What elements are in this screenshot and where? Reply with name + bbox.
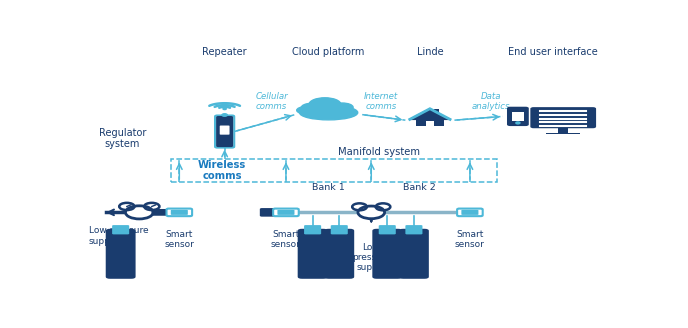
Text: Bank 1: Bank 1	[312, 183, 345, 192]
FancyBboxPatch shape	[457, 209, 483, 216]
Text: Wireless
comms: Wireless comms	[198, 160, 246, 181]
FancyBboxPatch shape	[530, 107, 596, 128]
Ellipse shape	[309, 98, 341, 111]
Text: Bank 2: Bank 2	[403, 183, 436, 192]
Bar	[513, 112, 524, 121]
FancyBboxPatch shape	[324, 229, 354, 279]
Text: Data
analytics: Data analytics	[472, 92, 510, 111]
FancyBboxPatch shape	[298, 229, 327, 279]
FancyBboxPatch shape	[106, 229, 136, 279]
Circle shape	[358, 206, 385, 219]
Circle shape	[376, 203, 390, 210]
Circle shape	[222, 114, 227, 116]
FancyBboxPatch shape	[372, 229, 402, 279]
FancyBboxPatch shape	[166, 209, 192, 216]
Ellipse shape	[331, 103, 353, 112]
Bar	[558, 127, 568, 133]
FancyBboxPatch shape	[399, 229, 429, 279]
FancyBboxPatch shape	[507, 107, 529, 126]
FancyBboxPatch shape	[378, 225, 396, 235]
Circle shape	[516, 122, 520, 124]
Ellipse shape	[299, 105, 358, 120]
FancyBboxPatch shape	[219, 126, 230, 135]
FancyBboxPatch shape	[112, 225, 129, 235]
FancyBboxPatch shape	[304, 225, 321, 235]
Circle shape	[119, 203, 134, 210]
Text: Internet
comms: Internet comms	[364, 92, 398, 111]
Bar	[434, 109, 439, 114]
Ellipse shape	[301, 103, 324, 113]
Text: Repeater: Repeater	[202, 47, 247, 57]
FancyBboxPatch shape	[171, 210, 188, 215]
Circle shape	[223, 108, 226, 110]
FancyBboxPatch shape	[405, 225, 422, 235]
Text: Cellular
comms: Cellular comms	[255, 92, 288, 111]
FancyBboxPatch shape	[277, 210, 294, 215]
Bar	[416, 119, 444, 126]
Text: Manifold system: Manifold system	[338, 147, 420, 157]
FancyBboxPatch shape	[331, 225, 348, 235]
Circle shape	[352, 203, 367, 210]
FancyBboxPatch shape	[151, 209, 167, 216]
Polygon shape	[410, 109, 450, 119]
FancyBboxPatch shape	[216, 116, 233, 147]
Circle shape	[144, 203, 160, 210]
FancyBboxPatch shape	[462, 210, 478, 215]
Ellipse shape	[297, 107, 314, 114]
FancyBboxPatch shape	[260, 208, 280, 217]
Text: Low
pressure
supply: Low pressure supply	[352, 243, 391, 273]
Text: Smart
sensor: Smart sensor	[455, 230, 485, 249]
Text: Low pressure
supply: Low pressure supply	[89, 226, 149, 246]
Text: Smart
sensor: Smart sensor	[271, 230, 301, 249]
Bar	[546, 133, 580, 134]
FancyBboxPatch shape	[273, 209, 299, 216]
Circle shape	[125, 206, 153, 219]
Text: Regulator
system: Regulator system	[98, 128, 146, 149]
FancyBboxPatch shape	[215, 115, 234, 148]
Text: Linde: Linde	[417, 47, 443, 57]
Text: Cloud platform: Cloud platform	[292, 47, 365, 57]
Text: End user interface: End user interface	[508, 47, 597, 57]
Text: Smart
sensor: Smart sensor	[164, 230, 194, 249]
FancyBboxPatch shape	[462, 208, 483, 217]
Bar	[426, 121, 434, 126]
